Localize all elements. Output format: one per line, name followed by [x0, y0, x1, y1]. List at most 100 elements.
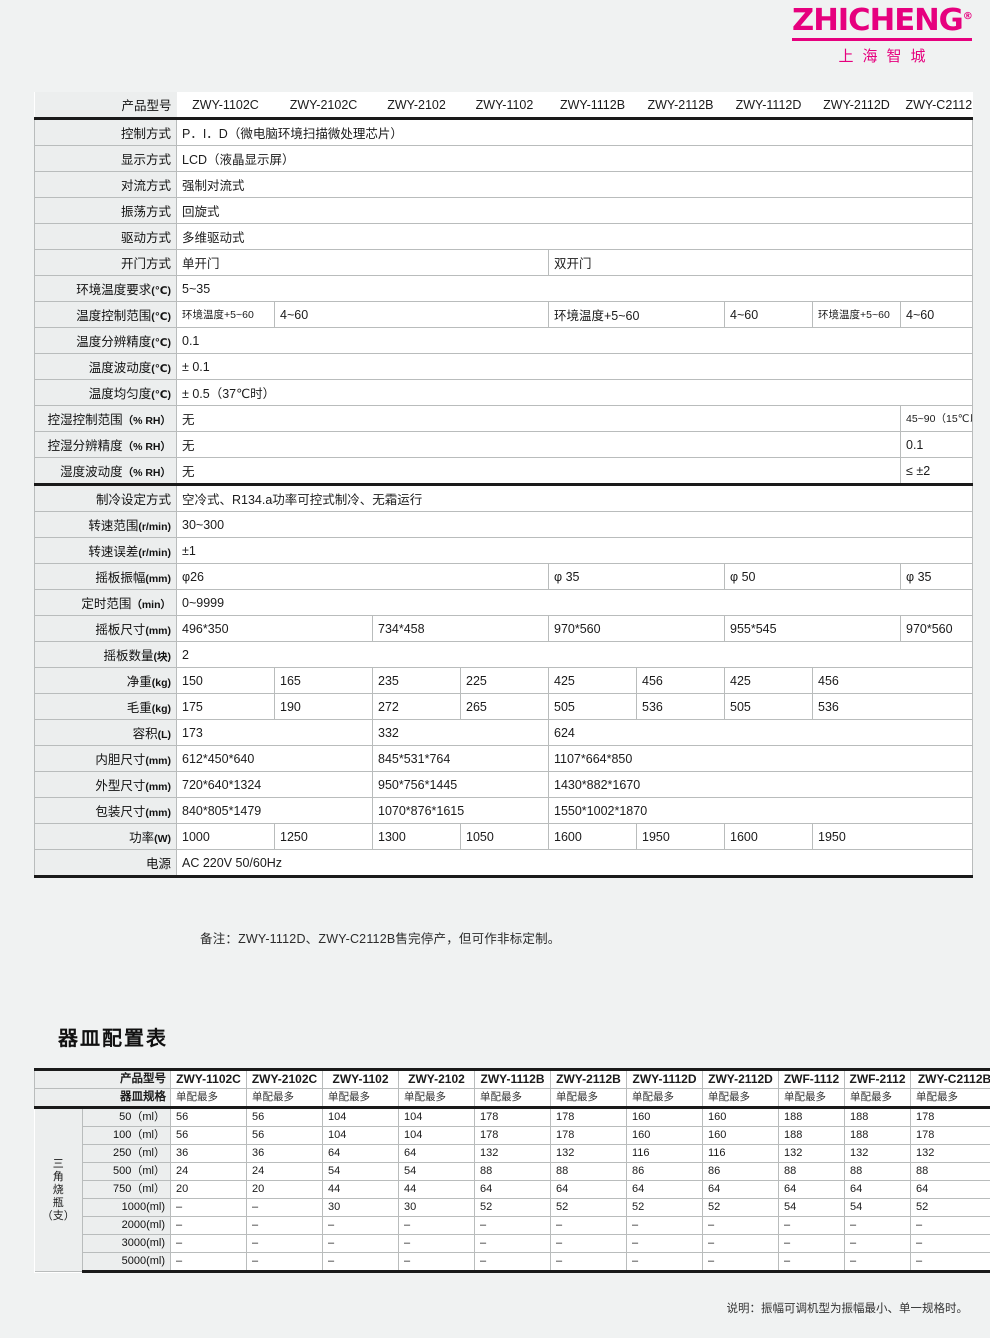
spec-cell: 496*350 — [176, 615, 373, 642]
vessel-model-header: ZWF-2112 — [844, 1068, 911, 1089]
vessel-size-label: 50（ml） — [82, 1106, 171, 1127]
spec-cell: 30~300 — [176, 511, 973, 538]
vessel-value-cell: – — [702, 1216, 779, 1235]
vessel-subheader-cell: 单配最多 — [246, 1088, 323, 1108]
spec-cell: 4~60 — [900, 301, 973, 328]
spec-row-unit: (L) — [157, 729, 171, 741]
spec-row: 内胆尺寸(mm) 612*450*640 845*531*764 1107*664*8… — [34, 745, 973, 772]
spec-cell: 无 — [176, 431, 901, 458]
vessel-value-cell: 36 — [246, 1144, 323, 1163]
spec-row-label: 摇板数量(块) — [34, 641, 177, 668]
spec-row: 摇板数量(块) 2 — [34, 641, 973, 668]
spec-cell: 272 — [372, 693, 461, 720]
spec-cell: 150 — [176, 667, 275, 694]
vessel-row: 5000(ml) – – – – – – – – – – – — [35, 1252, 990, 1273]
spec-row: 摇板振幅(mm) φ26 φ 35 φ 50 φ 35 — [34, 563, 973, 590]
vessel-value-cell: 188 — [778, 1106, 845, 1127]
vessel-value-cell: – — [550, 1216, 627, 1235]
vessel-size-label: 100（ml） — [82, 1126, 171, 1145]
vessel-value-cell: 160 — [702, 1126, 779, 1145]
spec-header-label: 产品型号 — [34, 92, 177, 119]
vessel-value-cell: – — [626, 1216, 703, 1235]
vessel-value-cell: – — [398, 1252, 475, 1273]
vessel-value-cell: 44 — [398, 1180, 475, 1199]
spec-cell: 空冷式、R134.a功率可控式制冷、无霜运行 — [176, 483, 973, 512]
spec-model-header: ZWY-2112D — [812, 92, 901, 119]
spec-model-header: ZWY-1102 — [460, 92, 549, 119]
spec-cell: 环境温度+5~60 — [176, 301, 275, 328]
vessel-subheader-cell: 单配最多 — [170, 1088, 247, 1108]
vessel-model-header: ZWY-2102C — [246, 1068, 323, 1089]
vessel-row: 3000(ml) – – – – – – – – – – – — [35, 1234, 990, 1253]
spec-cell: 970*560 — [900, 615, 973, 642]
vessel-value-cell: 64 — [778, 1180, 845, 1199]
vessel-value-cell: 178 — [910, 1126, 990, 1145]
spec-cell: 612*450*640 — [176, 745, 373, 772]
spec-cell: 1070*876*1615 — [372, 797, 549, 824]
spec-cell: 720*640*1324 — [176, 771, 373, 798]
vessel-value-cell: 178 — [550, 1106, 627, 1127]
vessel-subheader-row: 器皿规格 单配最多 单配最多 单配最多 单配最多 单配最多 单配最多 单配最多 单配最多 单配最多… — [34, 1088, 990, 1108]
vessel-value-cell: – — [322, 1252, 399, 1273]
spec-cell: 1950 — [636, 823, 725, 850]
vessel-value-cell: – — [778, 1216, 845, 1235]
vessel-value-cell: – — [246, 1216, 323, 1235]
vessel-model-header: ZWY-2102 — [398, 1068, 475, 1089]
spec-row-label-text: 控制方式 — [120, 127, 171, 141]
spec-cell: ± 0.1 — [176, 353, 973, 380]
vessel-value-cell: 132 — [474, 1144, 551, 1163]
vessel-value-cell: 160 — [702, 1106, 779, 1127]
spec-row: 开门方式 单开门 双开门 — [34, 249, 973, 276]
spec-model-header: ZWY-2112B — [636, 92, 725, 119]
spec-cell: 1950 — [812, 823, 973, 850]
spec-row-label-text: 环境温度要求 — [76, 283, 152, 297]
spec-row: 湿度波动度（% RH）无 ≤ ±2 — [34, 457, 973, 485]
spec-cell: 536 — [812, 693, 973, 720]
spec-row-label: 定时范围（min） — [34, 589, 177, 616]
spec-cell: 无 — [176, 405, 901, 432]
vessel-value-cell: 20 — [170, 1180, 247, 1199]
spec-cell: AC 220V 50/60Hz — [176, 849, 973, 878]
spec-row-label-text: 驱动方式 — [120, 231, 171, 245]
spec-row-unit: (r/min) — [138, 547, 171, 559]
logo-underline-bar — [792, 38, 972, 41]
spec-model-header: ZWY-1112B — [548, 92, 637, 119]
vessel-header-row: 产品型号 ZWY-1102C ZWY-2102C ZWY-1102 ZWY-2102 ZW… — [34, 1068, 990, 1089]
spec-cell: 1250 — [274, 823, 373, 850]
vessel-value-cell: – — [398, 1234, 475, 1253]
vessel-subheader-cell: 单配最多 — [398, 1088, 475, 1108]
vessel-value-cell: 88 — [844, 1162, 911, 1181]
vessel-value-cell: – — [910, 1234, 990, 1253]
spec-row-label: 净重(kg) — [34, 667, 177, 694]
company-logo: ZHICHENG® 上海智城 — [792, 3, 973, 66]
spec-row-label-text: 摇板振幅 — [95, 571, 146, 585]
spec-row: 显示方式 LCD（液晶显示屏） — [34, 145, 973, 172]
vessel-value-cell: 44 — [322, 1180, 399, 1199]
vessel-value-cell: 178 — [550, 1126, 627, 1145]
spec-cell: 456 — [812, 667, 973, 694]
spec-row: 外型尺寸(mm) 720*640*1324 950*756*1445 1430*882… — [34, 771, 973, 798]
spec-cell: 4~60 — [724, 301, 813, 328]
vessel-row: 2000(ml) – – – – – – – – – – – — [35, 1216, 990, 1235]
spec-row-label-text: 温度分辨精度 — [76, 335, 152, 349]
spec-cell: 425 — [548, 667, 637, 694]
vessel-subheader-cell: 单配最多 — [778, 1088, 845, 1108]
spec-row-label-text: 转速误差 — [88, 545, 139, 559]
spec-row-label-text: 功率 — [129, 831, 155, 845]
spec-row-label: 摇板振幅(mm) — [34, 563, 177, 590]
vessel-value-cell: – — [844, 1216, 911, 1235]
spec-model-header: ZWY-1112D — [724, 92, 813, 119]
vessel-value-cell: 54 — [322, 1162, 399, 1181]
vessel-value-cell: 64 — [702, 1180, 779, 1199]
vessel-value-cell: – — [474, 1216, 551, 1235]
vessel-model-header: ZWY-2112B — [550, 1068, 627, 1089]
spec-model-header: ZWY-C2112B — [900, 92, 973, 119]
spec-cell: 0~9999 — [176, 589, 973, 616]
logo-wordmark-text: ZHICHENG — [792, 3, 964, 38]
spec-row-label-text: 温度波动度 — [88, 361, 152, 375]
spec-row: 定时范围（min） 0~9999 — [34, 589, 973, 616]
vessel-value-cell: – — [170, 1234, 247, 1253]
spec-row-label-text: 毛重 — [126, 701, 152, 715]
vessel-value-cell: 178 — [910, 1106, 990, 1127]
spec-cell: 1550*1002*1870 — [548, 797, 973, 824]
